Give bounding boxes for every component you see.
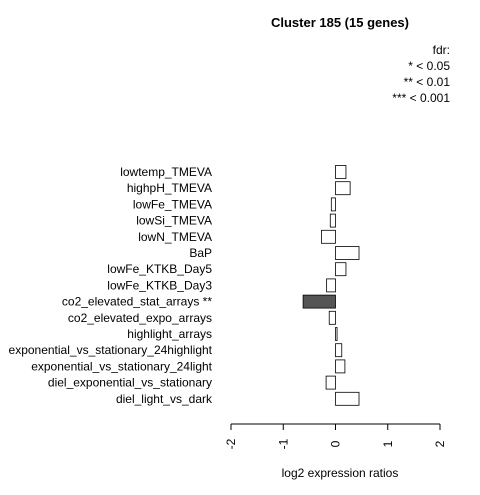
bar-14 <box>335 391 360 406</box>
category-label-12: exponential_vs_stationary_24light <box>31 359 212 373</box>
bar-2 <box>330 197 336 212</box>
category-label-1: highpH_TMEVA <box>127 181 212 195</box>
category-label-0: lowtemp_TMEVA <box>120 165 212 179</box>
legend-entry-2: *** < 0.001 <box>392 91 450 105</box>
category-label-9: co2_elevated_expo_arrays <box>68 311 212 325</box>
bar-1 <box>335 181 351 196</box>
x-tick-label-3: 1 <box>381 440 395 447</box>
category-label-8: co2_elevated_stat_arrays ** <box>62 295 212 309</box>
category-label-10: highlight_arrays <box>127 327 212 341</box>
legend-entry-0: * < 0.05 <box>408 59 450 73</box>
category-label-5: BaP <box>189 246 212 260</box>
x-axis-label: log2 expression ratios <box>282 466 399 480</box>
chart-title: Cluster 185 (15 genes) <box>271 15 409 30</box>
bar-12 <box>335 359 346 374</box>
category-label-4: lowN_TMEVA <box>138 230 212 244</box>
category-label-7: lowFe_KTKB_Day3 <box>107 278 212 292</box>
category-label-6: lowFe_KTKB_Day5 <box>107 262 212 276</box>
category-label-3: lowSi_TMEVA <box>136 214 212 228</box>
bar-4 <box>320 229 336 244</box>
bar-0 <box>335 165 347 179</box>
x-tick-label-2: 0 <box>329 440 343 447</box>
legend-entry-1: ** < 0.01 <box>404 75 451 89</box>
bar-5 <box>335 246 360 260</box>
legend-title: fdr: <box>433 43 450 57</box>
x-axis: -2 -1 0 1 2 <box>224 423 447 449</box>
category-label-13: diel_exponential_vs_stationary <box>48 376 212 390</box>
category-label-14: diel_light_vs_dark <box>116 392 213 406</box>
bar-6 <box>335 262 347 277</box>
category-label-2: lowFe_TMEVA <box>133 197 212 211</box>
fdr-legend: fdr: * < 0.05 ** < 0.01 *** < 0.001 <box>392 43 450 105</box>
bar-8 <box>302 294 336 309</box>
bar-9 <box>328 310 336 325</box>
bar-3 <box>329 213 336 228</box>
bar-7 <box>326 278 336 293</box>
x-tick-label-0: -2 <box>224 438 238 449</box>
bars-group <box>302 165 360 406</box>
x-tick-label-4: 2 <box>433 440 447 447</box>
category-labels: lowtemp_TMEVA highpH_TMEVA lowFe_TMEVA lowS… <box>9 165 213 406</box>
bar-10 <box>335 327 338 341</box>
category-label-11: exponential_vs_stationary_24highlight <box>9 343 213 357</box>
bar-11 <box>335 343 343 358</box>
bar-13 <box>325 375 336 390</box>
x-tick-label-1: -1 <box>276 438 290 449</box>
